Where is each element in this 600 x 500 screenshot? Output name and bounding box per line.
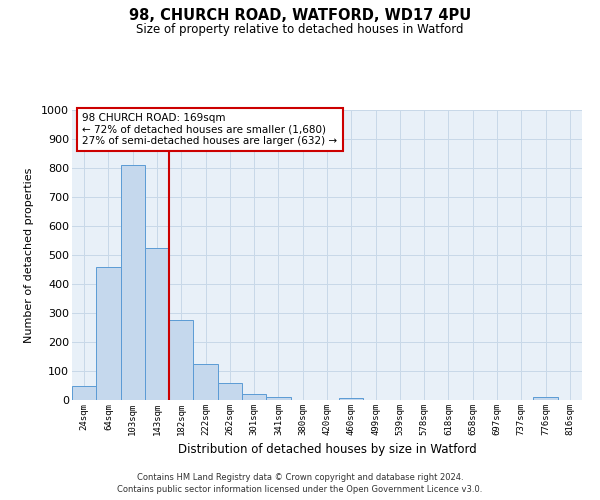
Text: Contains HM Land Registry data © Crown copyright and database right 2024.: Contains HM Land Registry data © Crown c…	[137, 472, 463, 482]
Text: 98 CHURCH ROAD: 169sqm
← 72% of detached houses are smaller (1,680)
27% of semi-: 98 CHURCH ROAD: 169sqm ← 72% of detached…	[82, 113, 337, 146]
Bar	[96, 266, 121, 400]
Bar	[242, 394, 266, 400]
Bar	[533, 397, 558, 400]
Bar	[218, 383, 242, 400]
Bar	[339, 398, 364, 400]
Y-axis label: Number of detached properties: Number of detached properties	[24, 168, 34, 342]
Text: Size of property relative to detached houses in Watford: Size of property relative to detached ho…	[136, 22, 464, 36]
Bar	[266, 396, 290, 400]
Bar	[169, 320, 193, 400]
Text: 98, CHURCH ROAD, WATFORD, WD17 4PU: 98, CHURCH ROAD, WATFORD, WD17 4PU	[129, 8, 471, 22]
Bar	[121, 165, 145, 400]
Bar	[193, 364, 218, 400]
Text: Contains public sector information licensed under the Open Government Licence v3: Contains public sector information licen…	[118, 485, 482, 494]
Bar	[145, 248, 169, 400]
Text: Distribution of detached houses by size in Watford: Distribution of detached houses by size …	[178, 442, 476, 456]
Bar	[72, 386, 96, 400]
